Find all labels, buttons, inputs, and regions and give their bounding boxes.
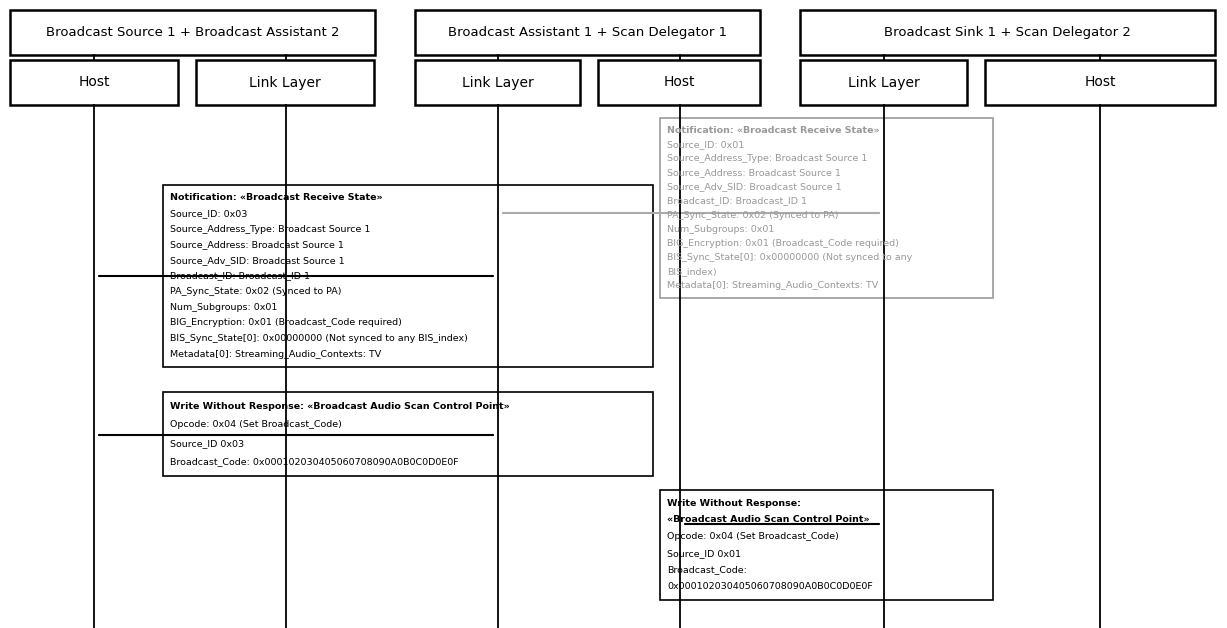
Text: Metadata[0]: Streaming_Audio_Contexts: TV: Metadata[0]: Streaming_Audio_Contexts: T… [171, 350, 382, 359]
Text: Notification: «Broadcast Receive State»: Notification: «Broadcast Receive State» [171, 193, 383, 202]
Text: Broadcast Sink 1 + Scan Delegator 2: Broadcast Sink 1 + Scan Delegator 2 [885, 26, 1131, 39]
Text: BIS_index): BIS_index) [667, 268, 717, 276]
Text: Host: Host [664, 75, 694, 90]
Text: BIS_Sync_State[0]: 0x00000000 (Not synced to any BIS_index): BIS_Sync_State[0]: 0x00000000 (Not synce… [171, 334, 467, 343]
Text: Link Layer: Link Layer [249, 75, 321, 90]
FancyBboxPatch shape [415, 60, 580, 105]
Text: Broadcast_Code:: Broadcast_Code: [667, 565, 747, 575]
Text: Opcode: 0x04 (Set Broadcast_Code): Opcode: 0x04 (Set Broadcast_Code) [667, 532, 839, 541]
Text: PA_Sync_State: 0x02 (Synced to PA): PA_Sync_State: 0x02 (Synced to PA) [667, 210, 838, 220]
FancyBboxPatch shape [163, 185, 653, 367]
Text: BIS_Sync_State[0]: 0x00000000 (Not synced to any: BIS_Sync_State[0]: 0x00000000 (Not synce… [667, 253, 912, 262]
Text: Link Layer: Link Layer [848, 75, 919, 90]
Text: Source_ID 0x01: Source_ID 0x01 [667, 549, 741, 558]
FancyBboxPatch shape [800, 60, 967, 105]
FancyBboxPatch shape [415, 10, 760, 55]
Text: PA_Sync_State: 0x02 (Synced to PA): PA_Sync_State: 0x02 (Synced to PA) [171, 287, 341, 296]
Text: Link Layer: Link Layer [461, 75, 534, 90]
Text: «Broadcast Audio Scan Control Point»: «Broadcast Audio Scan Control Point» [667, 516, 870, 524]
Text: Source_Address: Broadcast Source 1: Source_Address: Broadcast Source 1 [171, 241, 344, 249]
Text: Write Without Response:: Write Without Response: [667, 499, 801, 508]
FancyBboxPatch shape [985, 60, 1215, 105]
FancyBboxPatch shape [163, 392, 653, 476]
Text: Broadcast_ID: Broadcast_ID 1: Broadcast_ID: Broadcast_ID 1 [171, 271, 310, 281]
Text: Source_Adv_SID: Broadcast Source 1: Source_Adv_SID: Broadcast Source 1 [171, 256, 345, 265]
FancyBboxPatch shape [196, 60, 374, 105]
Text: BIG_Encryption: 0x01 (Broadcast_Code required): BIG_Encryption: 0x01 (Broadcast_Code req… [171, 318, 402, 327]
Text: Notification: «Broadcast Receive State»: Notification: «Broadcast Receive State» [667, 126, 880, 134]
Text: Broadcast_ID: Broadcast_ID 1: Broadcast_ID: Broadcast_ID 1 [667, 197, 807, 205]
Text: Source_Address_Type: Broadcast Source 1: Source_Address_Type: Broadcast Source 1 [667, 154, 867, 163]
FancyBboxPatch shape [660, 490, 993, 600]
FancyBboxPatch shape [800, 10, 1215, 55]
Text: Host: Host [1085, 75, 1115, 90]
Text: Source_Adv_SID: Broadcast Source 1: Source_Adv_SID: Broadcast Source 1 [667, 182, 842, 192]
Text: Source_ID: 0x03: Source_ID: 0x03 [171, 209, 248, 218]
Text: Source_Address_Type: Broadcast Source 1: Source_Address_Type: Broadcast Source 1 [171, 225, 371, 234]
Text: Num_Subgroups: 0x01: Num_Subgroups: 0x01 [171, 303, 277, 311]
Text: Source_ID: 0x01: Source_ID: 0x01 [667, 140, 745, 149]
Text: Metadata[0]: Streaming_Audio_Contexts: TV: Metadata[0]: Streaming_Audio_Contexts: T… [667, 281, 879, 290]
Text: Num_Subgroups: 0x01: Num_Subgroups: 0x01 [667, 225, 774, 234]
Text: Host: Host [79, 75, 109, 90]
FancyBboxPatch shape [598, 60, 760, 105]
FancyBboxPatch shape [10, 10, 375, 55]
Text: Write Without Response: «Broadcast Audio Scan Control Point»: Write Without Response: «Broadcast Audio… [171, 402, 509, 411]
Text: Source_ID 0x03: Source_ID 0x03 [171, 439, 244, 448]
Text: Broadcast_Code: 0x000102030405060708090A0B0C0D0E0F: Broadcast_Code: 0x000102030405060708090A… [171, 457, 459, 466]
Text: Source_Address: Broadcast Source 1: Source_Address: Broadcast Source 1 [667, 168, 840, 177]
Text: 0x000102030405060708090A0B0C0D0E0F: 0x000102030405060708090A0B0C0D0E0F [667, 582, 872, 591]
Text: Opcode: 0x04 (Set Broadcast_Code): Opcode: 0x04 (Set Broadcast_Code) [171, 420, 342, 430]
FancyBboxPatch shape [10, 60, 178, 105]
Text: Broadcast Source 1 + Broadcast Assistant 2: Broadcast Source 1 + Broadcast Assistant… [45, 26, 339, 39]
FancyBboxPatch shape [660, 118, 993, 298]
Text: Broadcast Assistant 1 + Scan Delegator 1: Broadcast Assistant 1 + Scan Delegator 1 [448, 26, 728, 39]
Text: BIG_Encryption: 0x01 (Broadcast_Code required): BIG_Encryption: 0x01 (Broadcast_Code req… [667, 239, 899, 248]
